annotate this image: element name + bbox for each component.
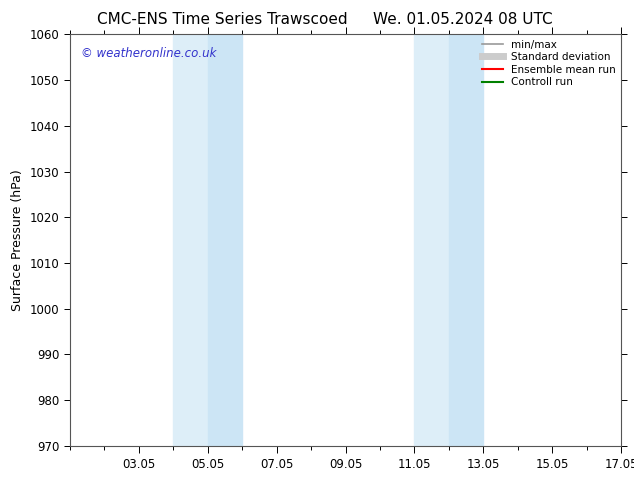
Bar (449, 34, 483, 446)
Legend: min/max, Standard deviation, Ensemble mean run, Controll run: min/max, Standard deviation, Ensemble me… (479, 36, 619, 91)
Text: © weatheronline.co.uk: © weatheronline.co.uk (81, 47, 216, 60)
Bar (415, 34, 449, 446)
Y-axis label: Surface Pressure (hPa): Surface Pressure (hPa) (11, 169, 24, 311)
Bar (207, 34, 242, 446)
Bar (173, 34, 207, 446)
Text: CMC-ENS Time Series Trawscoed: CMC-ENS Time Series Trawscoed (96, 12, 347, 27)
Text: We. 01.05.2024 08 UTC: We. 01.05.2024 08 UTC (373, 12, 553, 27)
